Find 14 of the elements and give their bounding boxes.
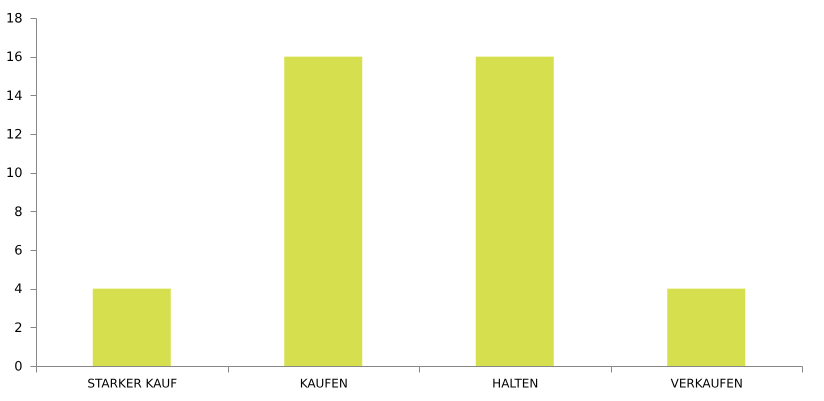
y-tick-label: 8 xyxy=(14,204,22,220)
y-tick-label: 16 xyxy=(6,50,22,66)
y-tick-label: 12 xyxy=(6,128,22,142)
y-tick-label: 2 xyxy=(14,320,22,336)
y-tick-label: 18 xyxy=(6,12,22,26)
y-tick-label: 14 xyxy=(6,88,22,104)
y-tick-label: 0 xyxy=(14,360,22,374)
x-tick-label: STARKER KAUF xyxy=(87,376,178,390)
x-tick-label: VERKAUFEN xyxy=(670,376,743,390)
y-tick-label: 4 xyxy=(14,282,22,298)
y-tick-label: 6 xyxy=(14,244,22,258)
x-tick-label: KAUFEN xyxy=(300,376,348,390)
y-tick-label: 10 xyxy=(6,166,22,182)
x-tick-label: HALTEN xyxy=(492,376,538,390)
